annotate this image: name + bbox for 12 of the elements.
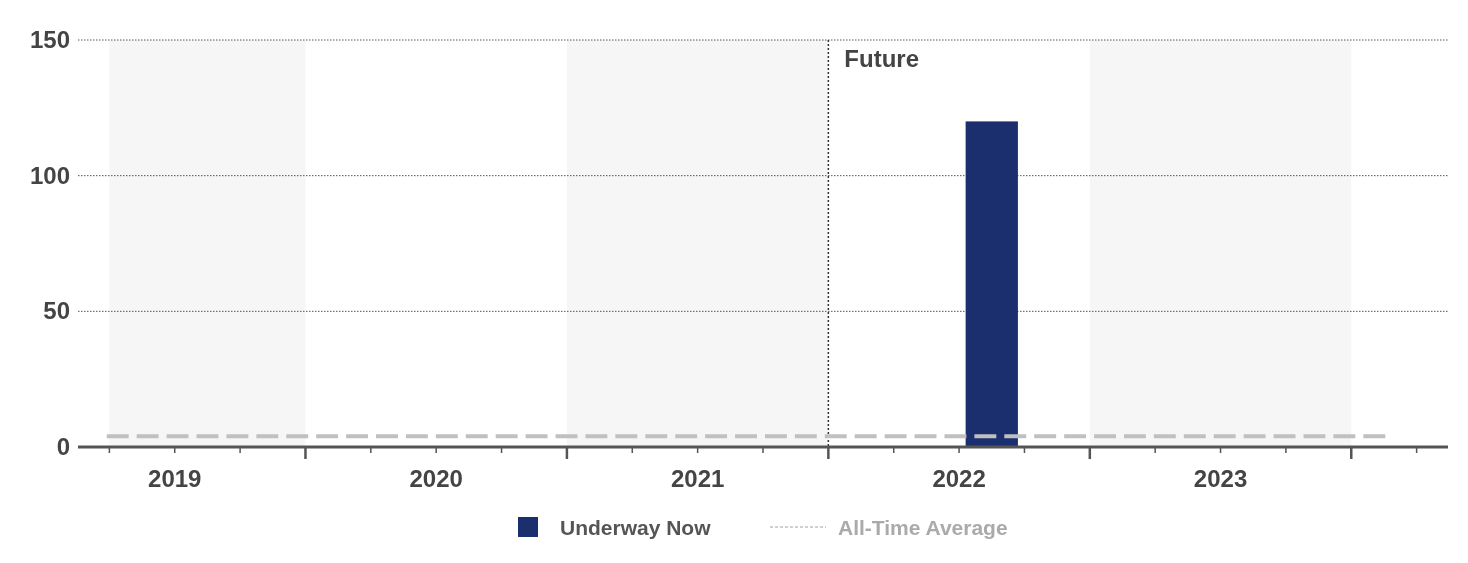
x-tick-label: 2021 [670, 465, 725, 492]
x-tick-label: 2022 [932, 465, 986, 492]
y-tick-label: 150 [29, 26, 70, 53]
legend-label: All-Time Average [838, 516, 1008, 539]
x-tick-label: 2023 [1193, 465, 1248, 492]
x-tick-label: 2019 [148, 465, 202, 492]
y-tick-label: 50 [43, 297, 70, 325]
y-tick-label: 100 [29, 161, 70, 189]
y-tick-label: 0 [56, 433, 70, 460]
legend-label: Underway Now [560, 516, 712, 539]
x-tick-label: 2020 [409, 465, 463, 492]
ref-line-label: Future [844, 45, 920, 72]
